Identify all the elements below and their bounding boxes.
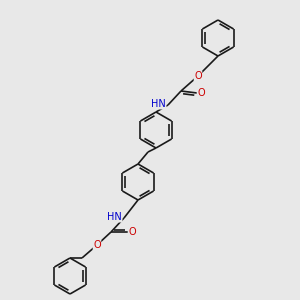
Text: O: O (93, 240, 101, 250)
Text: HN: HN (151, 99, 166, 109)
Text: O: O (128, 227, 136, 237)
Text: HN: HN (107, 212, 122, 222)
Text: O: O (194, 71, 202, 81)
Text: O: O (197, 88, 205, 98)
